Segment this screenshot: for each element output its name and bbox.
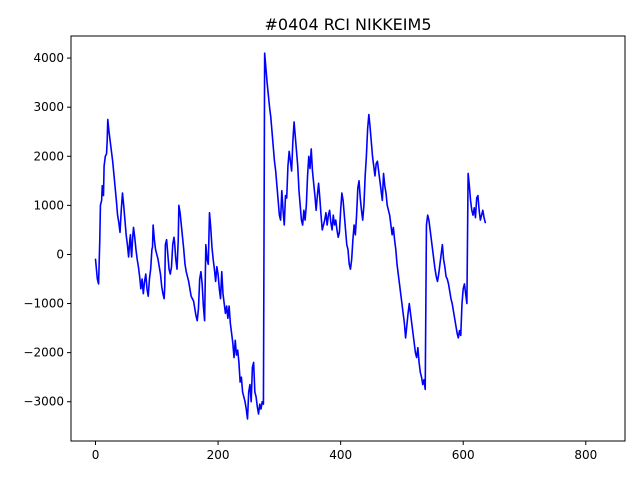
y-tick-label: 3000 (33, 100, 64, 114)
y-tick-label: −1000 (23, 297, 64, 311)
y-tick-label: 1000 (33, 198, 64, 212)
y-axis: −3000 −2000 −1000 0 1000 2000 3000 4000 (23, 51, 71, 409)
chart-title: #0404 RCI NIKKEIM5 (265, 15, 432, 34)
x-axis: 0 200 400 600 800 (92, 441, 597, 462)
x-tick-label: 0 (92, 448, 100, 462)
plot-lines (94, 52, 487, 420)
x-tick-label: 400 (329, 448, 352, 462)
series-line (94, 52, 487, 420)
y-tick-label: 4000 (33, 51, 64, 65)
x-tick-label: 200 (207, 448, 230, 462)
y-tick-label: −2000 (23, 346, 64, 360)
y-tick-label: −3000 (23, 395, 64, 409)
x-tick-label: 800 (574, 448, 597, 462)
x-tick-label: 600 (452, 448, 475, 462)
y-tick-label: 2000 (33, 149, 64, 163)
y-tick-label: 0 (56, 247, 64, 261)
axes-frame (70, 35, 626, 442)
